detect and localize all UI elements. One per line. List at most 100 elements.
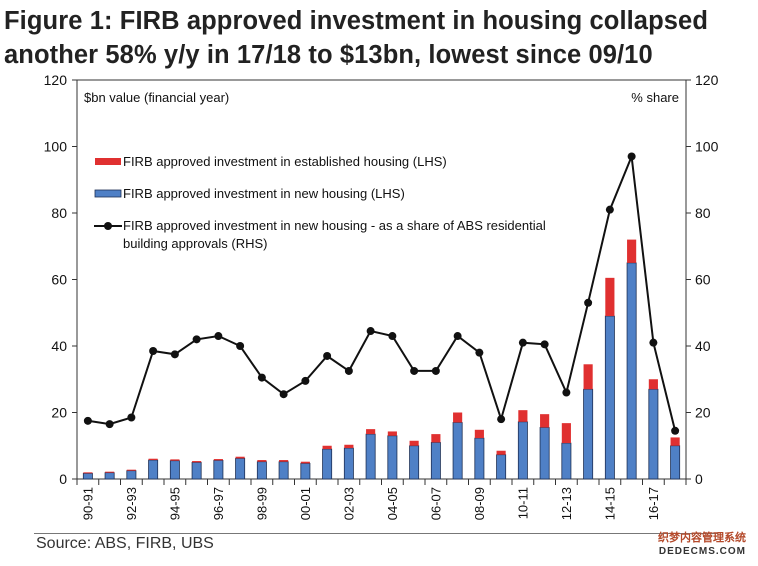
bar-established-housing: [257, 460, 267, 462]
share-point: [605, 205, 614, 214]
x-axis: 90-91 92-93 94-95 96-97 98-99 00-01 02-03 04-05…: [76, 479, 687, 520]
share-point: [301, 376, 310, 385]
bar-new-housing: [387, 435, 398, 480]
bar-new-housing: [82, 472, 93, 480]
right-axis-label: % share: [631, 90, 679, 105]
share-point: [453, 332, 462, 341]
x-axis-tick-label: 02-03: [341, 487, 356, 520]
share-point: [627, 152, 636, 161]
legend-share-label: FIRB approved investment in new housing …: [123, 218, 546, 251]
bar-new-housing: [626, 262, 637, 480]
bar-established-housing: [213, 459, 223, 461]
share-line-group: [83, 152, 680, 435]
legend-established-label: FIRB approved investment in established …: [123, 154, 447, 169]
legend-new-swatch: [94, 189, 122, 198]
bar-established-housing: [279, 460, 289, 462]
x-axis-tick-label: 90-91: [80, 487, 95, 520]
bar-established-housing: [540, 414, 550, 428]
bar-established-housing: [409, 440, 419, 446]
watermark-line-2: DEDECMS.COM: [658, 546, 746, 557]
share-point: [649, 338, 658, 347]
bar-established-housing: [366, 429, 376, 435]
share-line: [87, 156, 677, 432]
bar-established-housing: [627, 239, 637, 263]
chart-title: Figure 1: FIRB approved investment in ho…: [4, 4, 754, 72]
bar-new-housing: [670, 445, 681, 480]
share-point: [562, 388, 571, 397]
bar-established-housing: [235, 456, 245, 459]
bar-new-housing: [169, 460, 180, 480]
share-point: [105, 420, 114, 429]
bar-established-housing: [561, 423, 571, 444]
legend-share-label-line-2: building approvals (RHS): [123, 236, 268, 251]
legend-share-label-line-1: FIRB approved investment in new housing …: [123, 218, 546, 233]
bar-established-housing: [170, 459, 180, 461]
legend-established-swatch: [95, 158, 121, 165]
title-line-2: another 58% y/y in 17/18 to $13bn, lowes…: [4, 41, 653, 69]
bar-new-housing: [104, 472, 115, 480]
right-axis-tick-label: 120: [695, 72, 719, 88]
bar-established-housing: [453, 412, 463, 423]
x-axis-tick-label: 10-11: [515, 487, 530, 519]
right-axis-tick-label: 20: [695, 405, 711, 421]
bar-established-housing: [518, 410, 528, 422]
left-axis-label: $bn value (financial year): [84, 90, 229, 105]
share-point: [236, 342, 245, 350]
share-point: [540, 340, 549, 349]
share-point: [192, 335, 201, 344]
right-axis-tick-label: 60: [695, 272, 711, 288]
share-point: [388, 332, 397, 341]
bar-new-housing: [126, 470, 137, 480]
bar-new-housing: [604, 315, 615, 480]
share-point: [279, 390, 288, 399]
share-point: [344, 366, 353, 375]
bar-new-housing: [343, 447, 354, 480]
legend-share-marker: [104, 222, 112, 230]
bar-new-housing: [430, 442, 441, 480]
bar-new-housing: [213, 459, 224, 480]
left-axis-tick-label: 100: [44, 139, 68, 155]
bar-new-housing: [191, 461, 202, 480]
x-axis-tick-label: 08-09: [472, 487, 487, 520]
bar-established-housing: [648, 379, 658, 390]
bar-new-housing: [278, 461, 289, 480]
watermark: 织梦内容管理系统 DEDECMS.COM: [658, 531, 746, 559]
title-line-1: Figure 1: FIRB approved investment in ho…: [4, 7, 709, 35]
bar-established-housing: [431, 434, 441, 443]
bar-new-housing: [256, 461, 267, 480]
watermark-line-1: 织梦内容管理系统: [658, 532, 746, 544]
x-axis-tick-label: 92-93: [124, 487, 139, 520]
bar-established-housing: [148, 458, 158, 461]
bar-new-housing: [539, 427, 550, 480]
share-point: [83, 416, 92, 425]
bar-established-housing: [344, 444, 354, 449]
bar-new-housing: [648, 388, 659, 480]
share-point: [584, 298, 593, 307]
x-axis-tick-label: 12-13: [559, 487, 574, 520]
bar-new-housing: [365, 433, 376, 480]
bar-established-housing: [474, 429, 484, 439]
bar-new-housing: [300, 462, 311, 480]
right-axis-tick-label: 40: [695, 338, 711, 354]
x-axis-tick-label: 98-99: [254, 487, 269, 520]
x-axis-tick-label: 96-97: [211, 487, 226, 520]
bar-new-housing: [496, 454, 507, 480]
bar-established-housing: [322, 445, 332, 450]
bar-new-housing: [583, 388, 594, 480]
bar-established-housing: [83, 472, 93, 474]
left-axis-tick-label: 80: [51, 205, 67, 221]
bar-new-housing: [517, 421, 528, 480]
left-axis-tick-label: 120: [44, 72, 68, 88]
x-axis-tick-label: 06-07: [428, 487, 443, 520]
share-point: [127, 413, 136, 422]
bar-established-housing: [496, 450, 506, 455]
plot-frame: [76, 79, 687, 480]
legend: FIRB approved investment in established …: [94, 154, 546, 251]
bar-established-housing: [670, 437, 680, 446]
bar-new-housing: [322, 448, 333, 480]
right-axis-tick-label: 80: [695, 205, 711, 221]
share-point: [475, 348, 484, 357]
bars-group: [82, 239, 681, 480]
share-point: [366, 327, 375, 336]
bar-new-housing: [452, 422, 463, 480]
